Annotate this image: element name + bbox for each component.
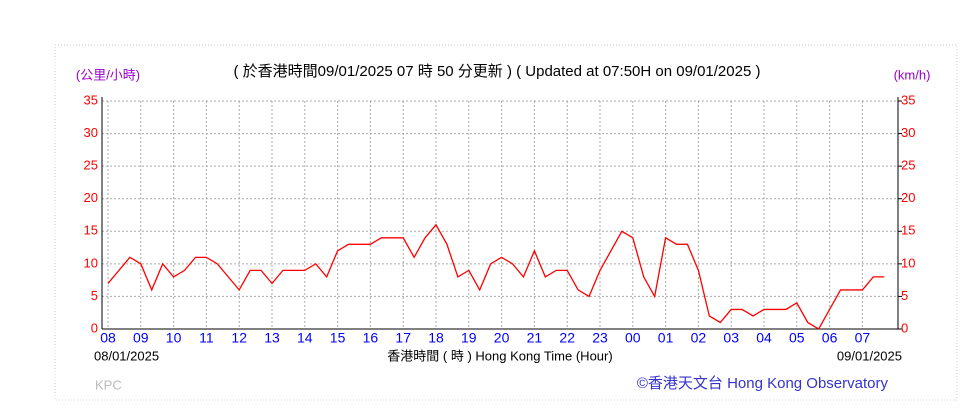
y-tick-label: 5 xyxy=(91,288,98,303)
y-tick-label: 35 xyxy=(84,92,98,107)
x-tick-label: 15 xyxy=(330,330,346,346)
x-tick-label: 23 xyxy=(592,330,608,346)
y2-tick-label: 10 xyxy=(901,255,915,270)
y-tick-label: 25 xyxy=(84,158,98,173)
y2-tick-label: 15 xyxy=(901,223,915,238)
x-tick-label: 22 xyxy=(559,330,575,346)
x-tick-label: 20 xyxy=(494,330,510,346)
y2-label: (km/h) xyxy=(894,67,931,82)
y2-tick-label: 5 xyxy=(901,288,908,303)
y2-tick-label: 35 xyxy=(901,92,915,107)
x-tick-label: 09 xyxy=(133,330,149,346)
x-label: 香港時間 ( 時 ) Hong Kong Time (Hour) xyxy=(387,348,612,363)
x-tick-label: 06 xyxy=(822,330,838,346)
line xyxy=(107,223,885,330)
y-label: (公里/小時) xyxy=(76,67,140,82)
x-tick-label: 13 xyxy=(264,330,280,346)
x-tick-label: 18 xyxy=(428,330,444,346)
y-tick-label: 20 xyxy=(84,190,98,205)
chart-title: ( 於香港時間09/01/2025 07 時 50 分更新 ) ( Update… xyxy=(234,63,761,80)
credit: ©香港天文台 Hong Kong Observatory xyxy=(637,375,889,392)
x-tick-label: 17 xyxy=(395,330,411,346)
x-tick-label: 10 xyxy=(166,330,182,346)
x-tick-label: 14 xyxy=(297,330,313,346)
start-date: 08/01/2025 xyxy=(94,348,159,363)
x-tick-label: 19 xyxy=(461,330,477,346)
y2-tick-label: 30 xyxy=(901,125,915,140)
x-tick-label: 11 xyxy=(199,330,214,346)
x-tick-label: 16 xyxy=(363,330,379,346)
end-date: 09/01/2025 xyxy=(837,348,902,363)
x-tick-label: 04 xyxy=(756,330,772,346)
x-tick-label: 03 xyxy=(723,330,739,346)
x-tick-label: 21 xyxy=(527,330,543,346)
x-tick-label: 00 xyxy=(625,330,641,346)
x-tick-label: 01 xyxy=(658,330,674,346)
x-tick-label: 02 xyxy=(691,330,707,346)
y-tick-label: 10 xyxy=(84,255,98,270)
y2-tick-label: 25 xyxy=(901,158,915,173)
station: KPC xyxy=(95,377,122,392)
x-tick-label: 07 xyxy=(855,330,871,346)
y-tick-label: 15 xyxy=(84,223,98,238)
x-tick-label: 05 xyxy=(789,330,805,346)
x-tick-label: 08 xyxy=(100,330,116,346)
y-tick-label: 30 xyxy=(84,125,98,140)
frame xyxy=(54,44,958,401)
y-tick-label: 0 xyxy=(91,320,98,335)
y2-tick-label: 0 xyxy=(901,320,908,335)
x-tick-label: 12 xyxy=(231,330,247,346)
y2-tick-label: 20 xyxy=(901,190,915,205)
